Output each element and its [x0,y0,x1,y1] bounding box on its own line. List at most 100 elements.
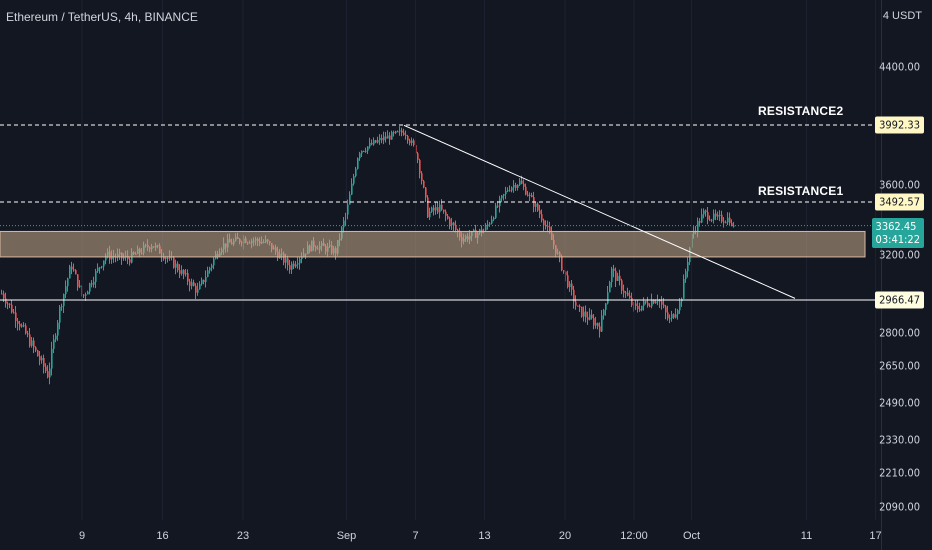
candle [679,301,681,311]
candle [539,210,541,215]
candle [485,226,487,231]
candle [509,190,511,192]
candle [721,214,723,222]
candle [43,357,45,367]
candle [473,229,475,232]
candle [191,282,193,286]
candle [31,340,33,346]
candle [67,278,69,287]
candle [69,266,71,279]
candle [549,226,551,233]
candle [607,292,609,304]
candle [563,270,565,272]
candle [345,214,347,221]
candle [403,132,405,135]
candle [289,265,291,270]
candle [399,130,401,132]
candle [359,153,361,159]
candle [717,214,719,217]
candle [93,281,95,285]
candle [627,292,629,296]
candle [581,306,583,317]
candle [639,308,641,311]
candle [505,190,507,195]
candle [421,173,423,181]
candle [697,221,699,232]
x-tick-label: 20 [558,530,572,542]
candle [713,213,715,220]
resistance1-price-tag: 3492.57 [875,193,924,211]
candle [45,366,47,372]
candle [97,267,99,272]
resistance2-price-tag: 3992.33 [875,116,924,134]
candle [53,339,55,349]
candle [111,256,113,260]
x-tick-label: 16 [156,530,169,542]
candle [651,300,653,307]
candle [711,219,713,221]
candle [433,207,435,211]
candle [123,257,125,259]
y-tick-label: 3600.00 [879,178,920,192]
candle [371,142,373,145]
candle [373,140,375,145]
candle [437,207,439,213]
candle [729,217,731,224]
candle [87,291,89,295]
candle [65,286,67,295]
candle [503,194,505,196]
resistance2-label: RESISTANCE2 [758,104,844,118]
candle [535,203,537,207]
candle [511,187,513,191]
candle [453,222,455,226]
candle [183,270,185,275]
candle [617,275,619,281]
candle [687,261,689,272]
y-tick-label: 3200.00 [879,248,920,262]
chart-title: Ethereum / TetherUS, 4h, BINANCE [6,10,198,24]
candle [389,135,391,140]
candle [85,294,87,296]
candle [727,217,729,223]
candle [527,194,529,196]
price-axis[interactable] [881,0,932,550]
candle [609,282,611,293]
candle [19,323,21,327]
candle [635,303,637,307]
candle [491,219,493,224]
currency-label[interactable]: 4 USDT [882,10,922,22]
candle [675,314,677,318]
candle [641,305,643,311]
candle [15,312,17,322]
candle [287,258,289,266]
candle [395,131,397,133]
candle [673,314,675,318]
candle [719,214,721,216]
candle [419,159,421,174]
candle [185,273,187,275]
candle [619,275,621,281]
candle [625,292,627,294]
candle [683,278,685,299]
candle [515,185,517,188]
candle [685,271,687,279]
candle [587,317,589,320]
candle [589,314,591,320]
candle [725,222,727,224]
candle [585,311,587,318]
x-tick-label: 11 [800,530,813,542]
bar-countdown: 03:41:22 [875,233,920,246]
candle [429,211,431,218]
candle [25,325,27,334]
x-tick-label: Oct [682,530,701,542]
candle [407,136,409,141]
x-tick-label: Sep [336,530,357,542]
candle [417,153,419,160]
x-tick-label: 17 [869,530,882,542]
candle [377,140,379,143]
candle [623,290,625,293]
candle [517,184,519,188]
candle [285,258,287,263]
candle [519,180,521,185]
